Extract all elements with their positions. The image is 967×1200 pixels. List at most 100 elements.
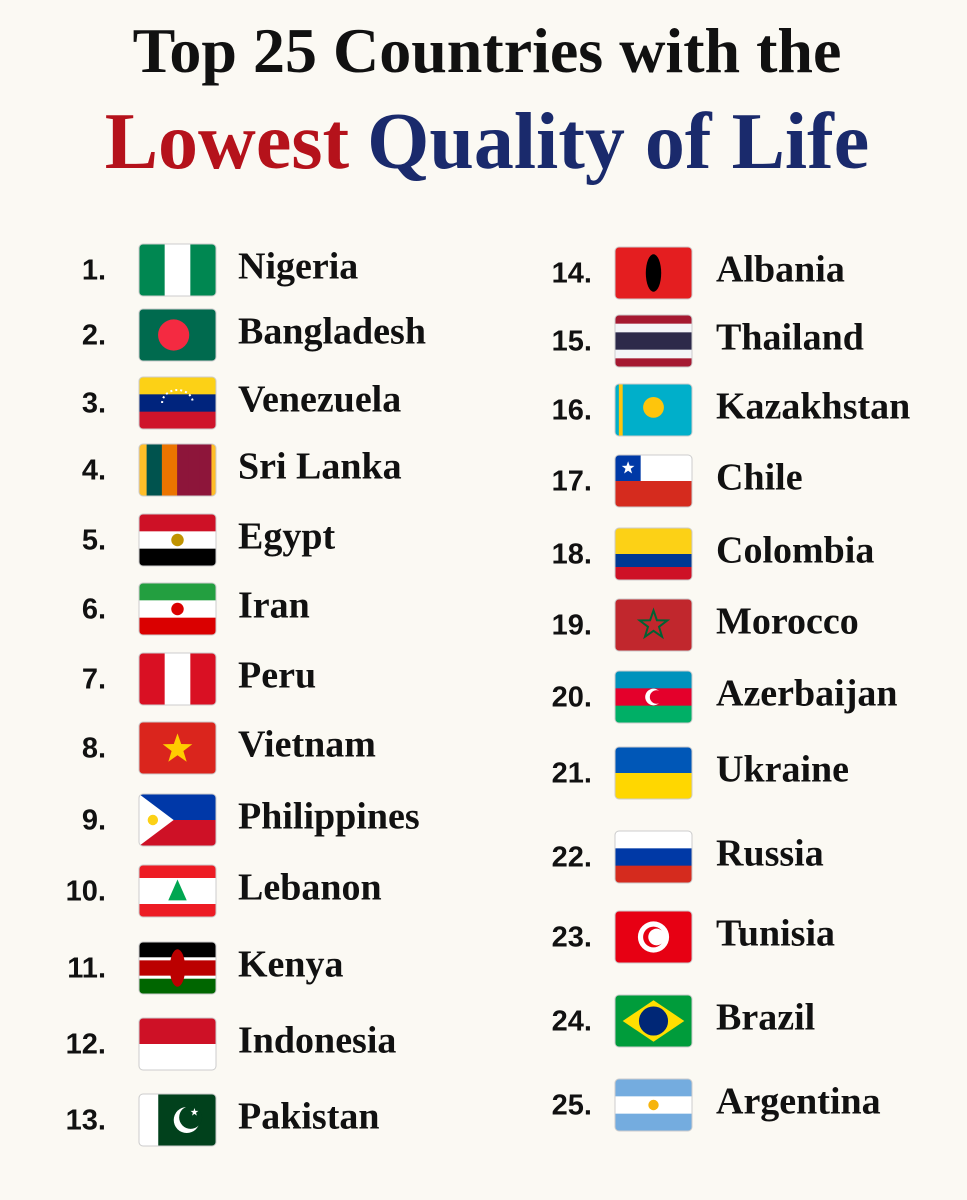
flag-frame [138,243,217,297]
flag-frame [138,513,217,567]
rank: 1. [82,255,106,287]
flag-stripe [139,1018,216,1045]
flag [138,652,217,706]
rank: 14. [552,258,592,290]
flag-body [139,865,216,917]
flag-body [139,309,216,361]
flag [138,443,217,497]
flag-emblem [171,533,184,547]
rank: 6. [82,594,106,626]
country-name: Albania [716,249,845,291]
flag-stripe [164,653,191,705]
flag-frame [614,598,693,652]
flag-stripe [615,567,692,580]
flag [138,793,217,847]
rank: 2. [82,320,106,352]
flag-body [615,247,692,299]
rank: 12. [66,1029,106,1061]
flag-frame [138,1093,217,1147]
flag-stripe [139,514,216,532]
country-name: Chile [716,457,803,499]
flag-stripe [196,1094,216,1146]
rank: 15. [552,326,592,358]
rank: 8. [82,733,106,765]
flag-stripe [615,358,692,367]
flag [614,383,693,437]
flag-stripe [615,541,692,555]
flag-emblem [648,928,665,946]
flag-stripe [615,831,692,849]
flag-body [615,599,692,651]
flag [138,1017,217,1071]
flag-frame [614,746,693,800]
flag-body [615,671,692,723]
country-name: Indonesia [238,1020,396,1062]
flag [614,598,693,652]
flag-frame [614,830,693,884]
rank: 7. [82,664,106,696]
flag-emblem [643,397,664,418]
flag-body [139,377,216,429]
flag-body [615,455,692,507]
flag-body [139,444,216,496]
flag-frame [138,721,217,775]
flag [138,1093,217,1147]
flag-emblem [621,461,635,474]
rank: 13. [66,1105,106,1137]
country-name: Morocco [716,601,859,643]
flag-stripe [615,1079,692,1097]
rank: 9. [82,805,106,837]
country-name: Sri Lanka [238,446,402,488]
flag-stripe [139,1094,159,1146]
flag-emblem [190,1108,199,1116]
flag-frame [138,376,217,430]
flag-frame [138,652,217,706]
title-blue: Quality of Life [367,98,869,186]
title-line-2: Lowest Quality of Life [105,98,870,186]
flag [614,910,693,964]
flag [138,864,217,918]
flag-stripe [146,444,163,496]
flag-body [615,911,692,963]
flag-frame [138,308,217,362]
rank: 21. [552,758,592,790]
flag [614,994,693,1048]
flag-stripe [615,705,692,723]
flag [614,314,693,368]
flag-stripe [211,444,216,496]
flag-frame [614,454,693,508]
flag-stripe [615,848,692,867]
rank: 20. [552,682,592,714]
flag-stripe [190,653,216,705]
flag-frame [614,994,693,1048]
rank: 11. [67,953,106,985]
flag-stripe [161,444,178,496]
flag [138,243,217,297]
flag-stripe [139,904,216,917]
flag [138,513,217,567]
flag-stripe [139,377,216,395]
flag-body [615,1079,692,1131]
flag-stripe [177,444,190,496]
country-name: Egypt [238,516,335,558]
flag-stripe [139,444,148,496]
flag-stripe [615,481,692,507]
flag-body [139,514,216,566]
flag-frame [138,793,217,847]
flag-frame [614,383,693,437]
flag-emblem [649,690,664,704]
flag-frame [138,941,217,995]
flag-body [139,722,216,774]
country-name: Kenya [238,944,344,986]
flag-frame [138,864,217,918]
flag [614,1078,693,1132]
rank: 24. [552,1006,592,1038]
flag-emblem [171,602,184,616]
flag-emblem [638,1006,669,1036]
flag [138,376,217,430]
flag-emblem [648,1099,659,1111]
rank: 17. [552,466,592,498]
country-name: Azerbaijan [716,673,898,715]
rank: 5. [82,525,106,557]
